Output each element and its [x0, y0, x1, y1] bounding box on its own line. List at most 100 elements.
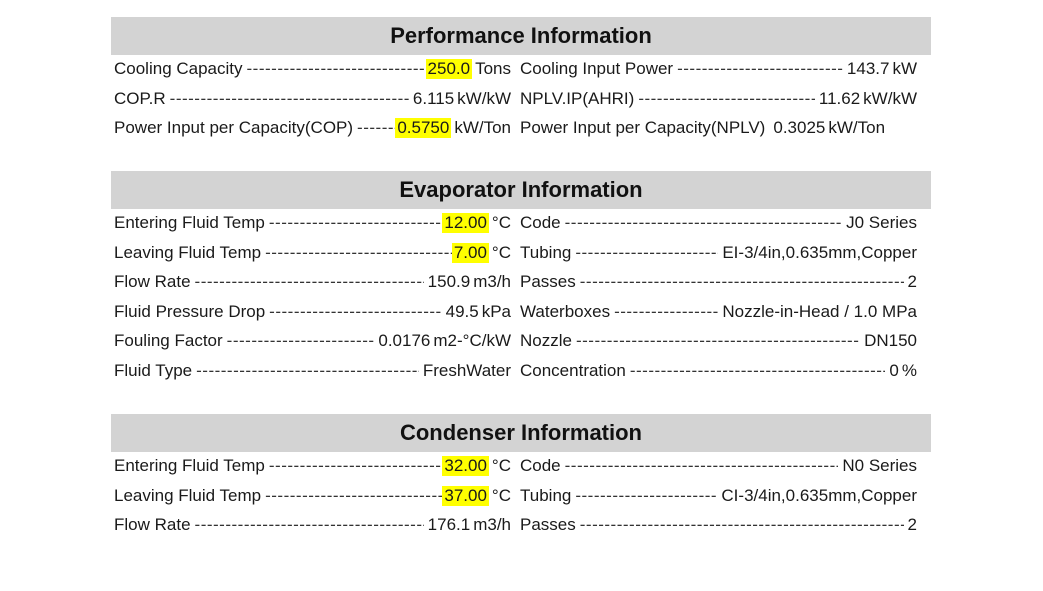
field-unit: m3/h — [473, 272, 511, 291]
field-value: N0 Series — [842, 456, 917, 475]
leader-dashes — [265, 243, 452, 263]
field-label: Fouling Factor — [114, 331, 223, 350]
field-unit: m3/h — [473, 515, 511, 534]
table-row: Flow Rate 176.1 m3/h Passes 2 — [111, 511, 931, 541]
table-row: Cooling Capacity 250.0 Tons Cooling Inpu… — [111, 55, 931, 85]
field-label: Fluid Pressure Drop — [114, 301, 266, 321]
field-value: 11.62 — [818, 88, 861, 108]
leader-dashes — [195, 515, 424, 535]
evap-flow-rate-field: Flow Rate 150.9 m3/h — [114, 272, 511, 294]
field-value-highlighted: 0.5750 — [395, 118, 452, 138]
table-row: Entering Fluid Temp 32.00 °C Code N0 Ser… — [111, 452, 931, 482]
field-label: Entering Fluid Temp — [114, 213, 265, 232]
leader-dashes — [195, 272, 424, 292]
table-row: Leaving Fluid Temp 7.00 °C Tubing EI-3/4… — [111, 239, 931, 269]
leader-dashes — [576, 331, 860, 351]
table-row: Leaving Fluid Temp 37.00 °C Tubing CI-3/… — [111, 482, 931, 512]
table-row: Power Input per Capacity(COP) 0.5750 kW/… — [111, 114, 931, 144]
field-label: Tubing — [520, 485, 572, 505]
field-unit: kW/Ton — [828, 118, 886, 137]
evap-pressure-drop-field: Fluid Pressure Drop 49.5 kPa — [114, 302, 511, 324]
evap-tubing-field: Tubing EI-3/4in,0.635mm,Copper — [520, 243, 917, 265]
evap-entering-temp-field: Entering Fluid Temp 12.00 °C — [114, 213, 511, 235]
table-row: Fluid Pressure Drop 49.5 kPa Waterboxes … — [111, 298, 931, 328]
field-value: 176.1 — [427, 515, 471, 534]
leader-dashes — [575, 486, 717, 506]
field-unit: kW/Ton — [454, 118, 511, 137]
cooling-capacity-field: Cooling Capacity 250.0 Tons — [114, 59, 511, 81]
evap-code-field: Code J0 Series — [520, 213, 917, 235]
table-row: Fouling Factor 0.0176 m2-°C/kW Nozzle DN… — [111, 327, 931, 357]
leader-dashes — [269, 302, 441, 322]
field-label: Leaving Fluid Temp — [114, 485, 262, 505]
field-label: Leaving Fluid Temp — [114, 242, 262, 262]
field-value: J0 Series — [846, 213, 917, 232]
field-label: Waterboxes — [520, 301, 611, 321]
field-label: Concentration — [520, 360, 626, 380]
leader-dashes — [247, 59, 426, 79]
field-value: 143.7 — [846, 59, 890, 78]
field-value-highlighted: 12.00 — [442, 213, 489, 233]
field-label: Entering Fluid Temp — [114, 456, 265, 475]
field-value: 2 — [907, 515, 917, 534]
field-value: 6.115 — [412, 88, 455, 108]
field-label: Power Input per Capacity(NPLV) — [520, 118, 766, 137]
cooling-input-power-field: Cooling Input Power 143.7 kW — [520, 59, 917, 81]
leader-dashes — [677, 59, 843, 79]
leader-dashes — [265, 486, 442, 506]
nplv-ip-field: NPLV.IP(AHRI) 11.62 kW/kW — [520, 89, 917, 111]
evap-fouling-factor-field: Fouling Factor 0.0176 m2-°C/kW — [114, 331, 511, 353]
field-value: 2 — [907, 272, 917, 291]
field-label: NPLV.IP(AHRI) — [520, 88, 635, 108]
leader-dashes — [269, 213, 443, 233]
evap-fluid-type-field: Fluid Type FreshWater — [114, 361, 511, 383]
cond-entering-temp-field: Entering Fluid Temp 32.00 °C — [114, 456, 511, 478]
field-value-highlighted: 32.00 — [442, 456, 489, 476]
field-label: Code — [520, 456, 561, 475]
field-label: Nozzle — [520, 331, 572, 350]
performance-section: Performance Information Cooling Capacity… — [111, 17, 931, 144]
field-value-highlighted: 250.0 — [425, 59, 473, 79]
leader-dashes — [575, 243, 718, 263]
leader-dashes — [565, 456, 839, 476]
condenser-section: Condenser Information Entering Fluid Tem… — [111, 414, 931, 541]
leader-dashes — [638, 89, 815, 109]
table-row: Entering Fluid Temp 12.00 °C Code J0 Ser… — [111, 209, 931, 239]
cond-code-field: Code N0 Series — [520, 456, 917, 478]
leader-dashes — [580, 515, 904, 535]
leader-dashes — [565, 213, 842, 233]
field-unit: % — [901, 360, 917, 380]
performance-header: Performance Information — [111, 17, 931, 55]
evap-waterboxes-field: Waterboxes Nozzle-in-Head / 1.0 MPa — [520, 302, 917, 324]
field-value: 0.0176 — [378, 331, 431, 350]
cond-tubing-field: Tubing CI-3/4in,0.635mm,Copper — [520, 486, 917, 508]
field-unit: °C — [491, 456, 511, 475]
leader-dashes — [357, 118, 395, 138]
leader-dashes — [227, 331, 375, 351]
power-input-nplv-field: Power Input per Capacity(NPLV) 0.3025 kW… — [520, 118, 917, 140]
field-value-highlighted: 7.00 — [451, 242, 489, 263]
table-row: COP.R 6.115 kW/kW NPLV.IP(AHRI) 11.62 kW… — [111, 85, 931, 115]
table-row: Fluid Type FreshWater Concentration 0 % — [111, 357, 931, 387]
field-unit: m2-°C/kW — [433, 331, 511, 350]
condenser-header: Condenser Information — [111, 414, 931, 452]
power-input-cop-field: Power Input per Capacity(COP) 0.5750 kW/… — [114, 118, 511, 140]
field-value: 0 — [889, 360, 899, 380]
field-value: DN150 — [864, 331, 917, 350]
field-unit: °C — [491, 485, 511, 505]
evap-leaving-temp-field: Leaving Fluid Temp 7.00 °C — [114, 242, 511, 265]
field-label: Fluid Type — [114, 360, 193, 380]
field-label: Passes — [520, 272, 576, 291]
field-value: CI-3/4in,0.635mm,Copper — [721, 485, 917, 505]
field-label: Cooling Capacity — [114, 59, 243, 78]
field-value: EI-3/4in,0.635mm,Copper — [722, 242, 917, 262]
field-unit: kW/kW — [863, 88, 917, 108]
evap-nozzle-field: Nozzle DN150 — [520, 331, 917, 353]
field-value: FreshWater — [422, 360, 511, 380]
field-label: Passes — [520, 515, 576, 534]
cond-leaving-temp-field: Leaving Fluid Temp 37.00 °C — [114, 485, 511, 508]
field-label: Tubing — [520, 242, 572, 262]
field-label: Code — [520, 213, 561, 232]
field-value: Nozzle-in-Head / 1.0 MPa — [722, 301, 917, 321]
field-value: 49.5 — [445, 301, 479, 321]
